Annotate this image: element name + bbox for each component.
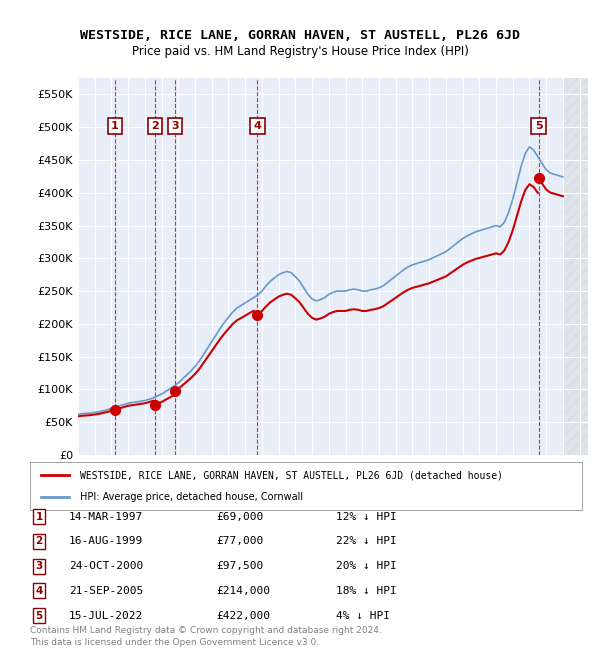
Text: HPI: Average price, detached house, Cornwall: HPI: Average price, detached house, Corn… bbox=[80, 491, 303, 502]
Text: £77,000: £77,000 bbox=[216, 536, 263, 547]
Text: £69,000: £69,000 bbox=[216, 512, 263, 522]
Text: 1: 1 bbox=[111, 121, 119, 131]
Text: 5: 5 bbox=[535, 121, 542, 131]
Text: 21-SEP-2005: 21-SEP-2005 bbox=[69, 586, 143, 596]
Bar bbox=[563, 78, 588, 455]
Text: 15-JUL-2022: 15-JUL-2022 bbox=[69, 610, 143, 621]
Text: 20% ↓ HPI: 20% ↓ HPI bbox=[336, 561, 397, 571]
Text: £214,000: £214,000 bbox=[216, 586, 270, 596]
Text: 3: 3 bbox=[172, 121, 179, 131]
Text: Contains HM Land Registry data © Crown copyright and database right 2024.: Contains HM Land Registry data © Crown c… bbox=[30, 626, 382, 635]
Text: 12% ↓ HPI: 12% ↓ HPI bbox=[336, 512, 397, 522]
Text: 2: 2 bbox=[35, 536, 43, 547]
Text: 18% ↓ HPI: 18% ↓ HPI bbox=[336, 586, 397, 596]
Text: £422,000: £422,000 bbox=[216, 610, 270, 621]
Text: 4% ↓ HPI: 4% ↓ HPI bbox=[336, 610, 390, 621]
Text: £97,500: £97,500 bbox=[216, 561, 263, 571]
Text: WESTSIDE, RICE LANE, GORRAN HAVEN, ST AUSTELL, PL26 6JD (detached house): WESTSIDE, RICE LANE, GORRAN HAVEN, ST AU… bbox=[80, 470, 503, 480]
Text: 22% ↓ HPI: 22% ↓ HPI bbox=[336, 536, 397, 547]
Text: Price paid vs. HM Land Registry's House Price Index (HPI): Price paid vs. HM Land Registry's House … bbox=[131, 46, 469, 58]
Text: 14-MAR-1997: 14-MAR-1997 bbox=[69, 512, 143, 522]
Text: 4: 4 bbox=[35, 586, 43, 596]
Text: 3: 3 bbox=[35, 561, 43, 571]
Text: 4: 4 bbox=[253, 121, 261, 131]
Text: 2: 2 bbox=[151, 121, 159, 131]
Text: WESTSIDE, RICE LANE, GORRAN HAVEN, ST AUSTELL, PL26 6JD: WESTSIDE, RICE LANE, GORRAN HAVEN, ST AU… bbox=[80, 29, 520, 42]
Text: 5: 5 bbox=[35, 610, 43, 621]
Text: 16-AUG-1999: 16-AUG-1999 bbox=[69, 536, 143, 547]
Text: 24-OCT-2000: 24-OCT-2000 bbox=[69, 561, 143, 571]
Text: This data is licensed under the Open Government Licence v3.0.: This data is licensed under the Open Gov… bbox=[30, 638, 319, 647]
Text: 1: 1 bbox=[35, 512, 43, 522]
